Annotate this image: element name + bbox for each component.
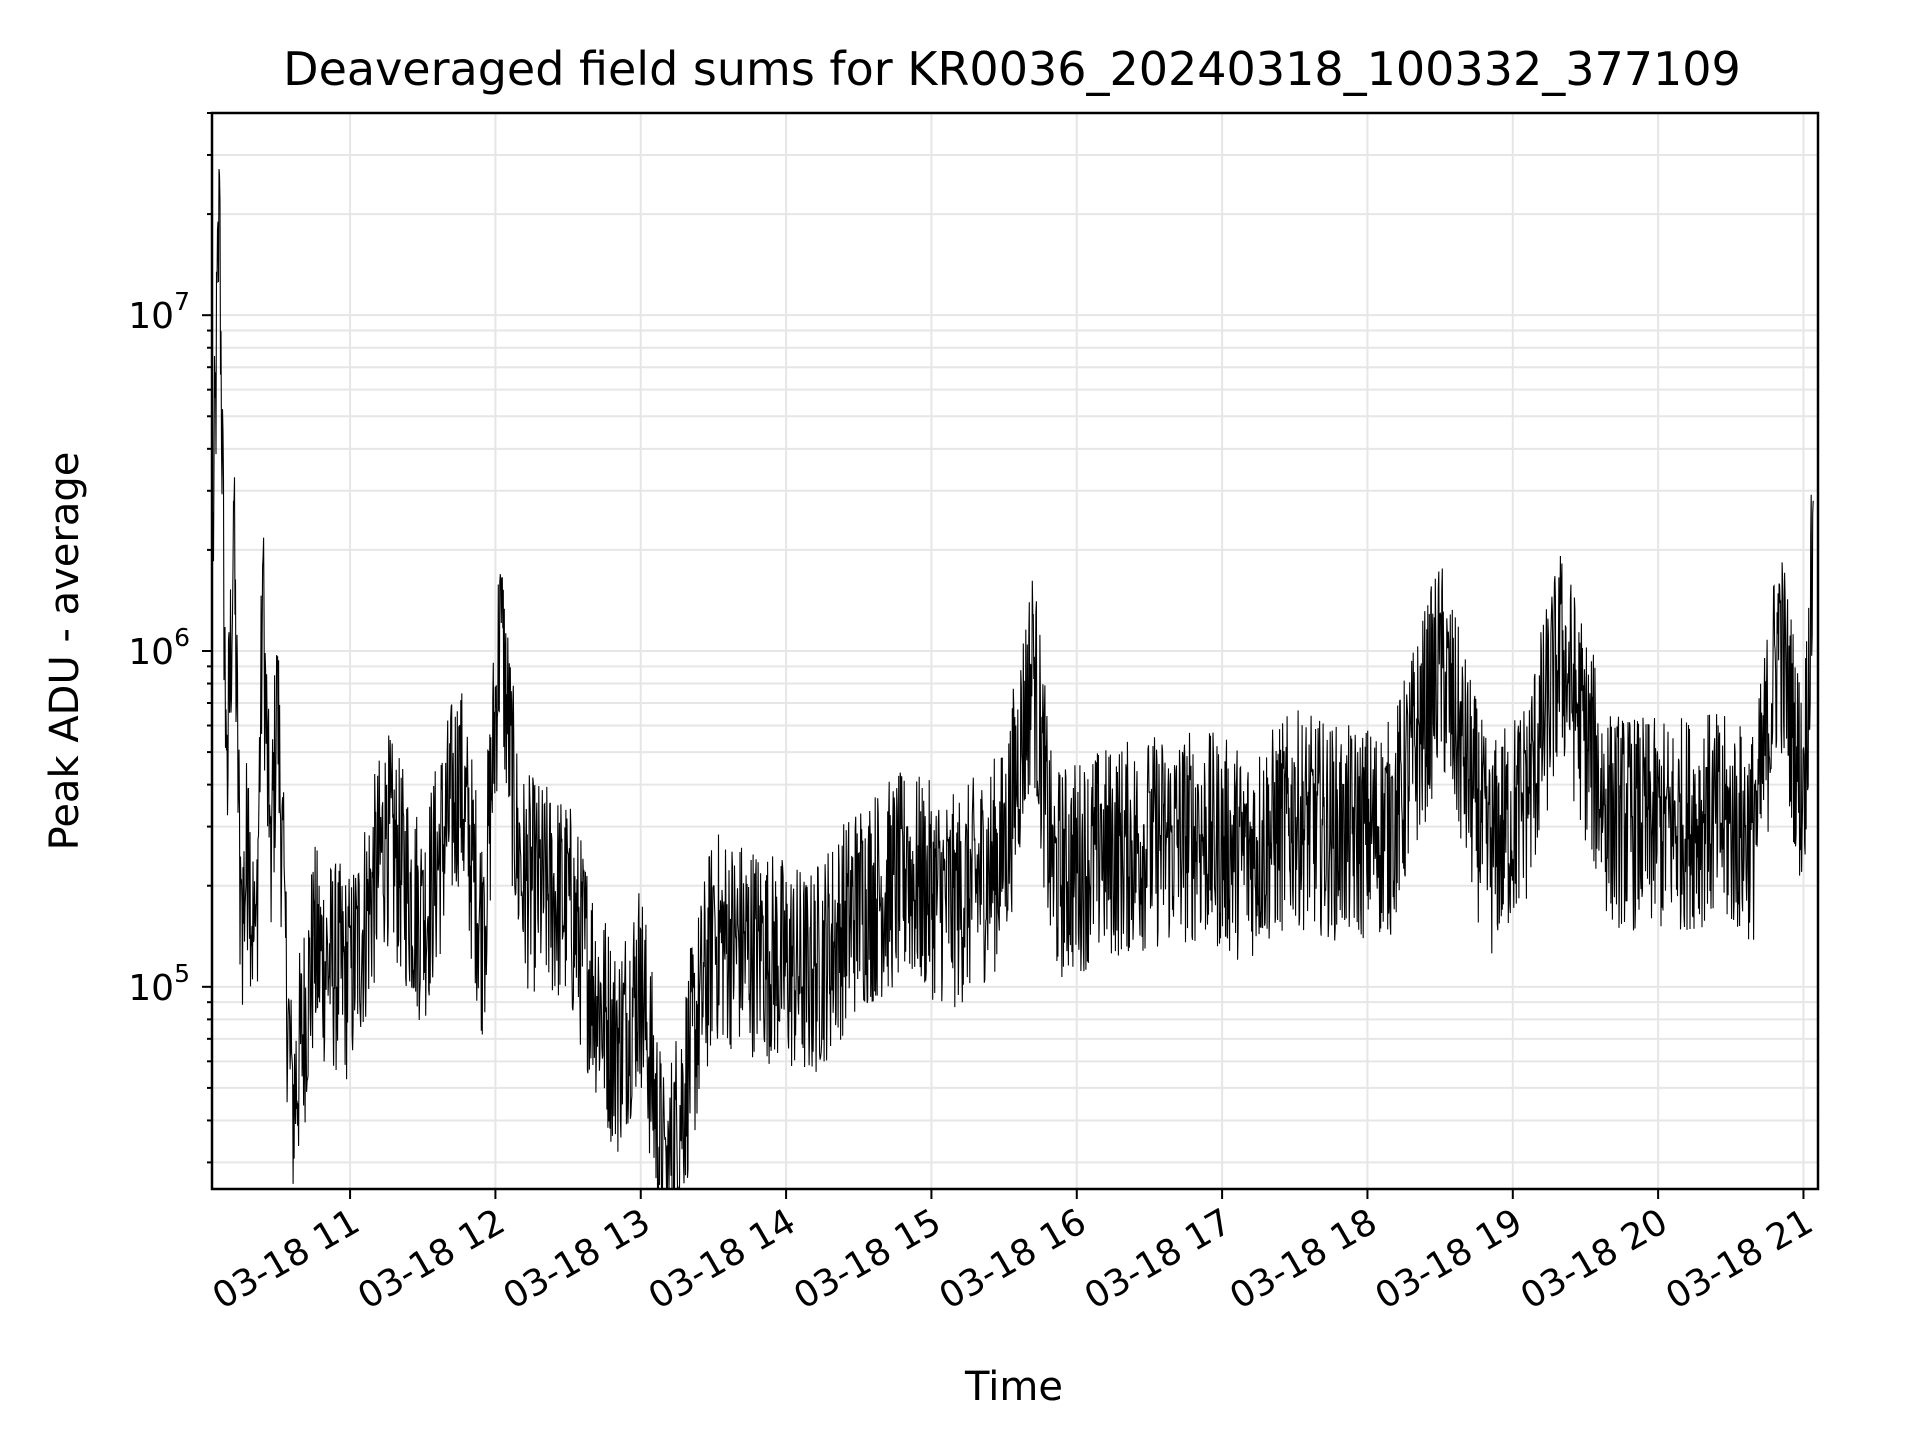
x-tick-label: 03-18 12 bbox=[351, 1201, 512, 1317]
y-tick-label: 107 bbox=[128, 287, 190, 337]
x-tick-label: 03-18 11 bbox=[206, 1201, 367, 1317]
data-series bbox=[211, 169, 1814, 1190]
x-tick-label: 03-18 18 bbox=[1223, 1201, 1384, 1317]
grid bbox=[212, 112, 1818, 1189]
y-axis-ticks: 105 106 107 bbox=[128, 112, 212, 1164]
x-tick-label: 03-18 19 bbox=[1369, 1201, 1530, 1317]
x-tick-label: 03-18 13 bbox=[497, 1201, 658, 1317]
x-tick-label: 03-18 20 bbox=[1514, 1201, 1675, 1317]
x-tick-label: 03-18 14 bbox=[642, 1201, 803, 1317]
x-tick-label: 03-18 17 bbox=[1078, 1201, 1239, 1317]
x-tick-label: 03-18 15 bbox=[787, 1201, 948, 1317]
y-tick-label: 106 bbox=[128, 623, 190, 673]
y-axis-label: Peak ADU - average bbox=[42, 452, 88, 851]
x-axis-label: Time bbox=[964, 1364, 1063, 1410]
x-tick-label: 03-18 16 bbox=[933, 1201, 1094, 1317]
x-tick-label: 03-18 21 bbox=[1659, 1201, 1820, 1317]
chart-title: Deaveraged field sums for KR0036_2024031… bbox=[283, 42, 1741, 96]
series-line bbox=[211, 169, 1814, 1190]
y-tick-label: 105 bbox=[128, 959, 190, 1009]
